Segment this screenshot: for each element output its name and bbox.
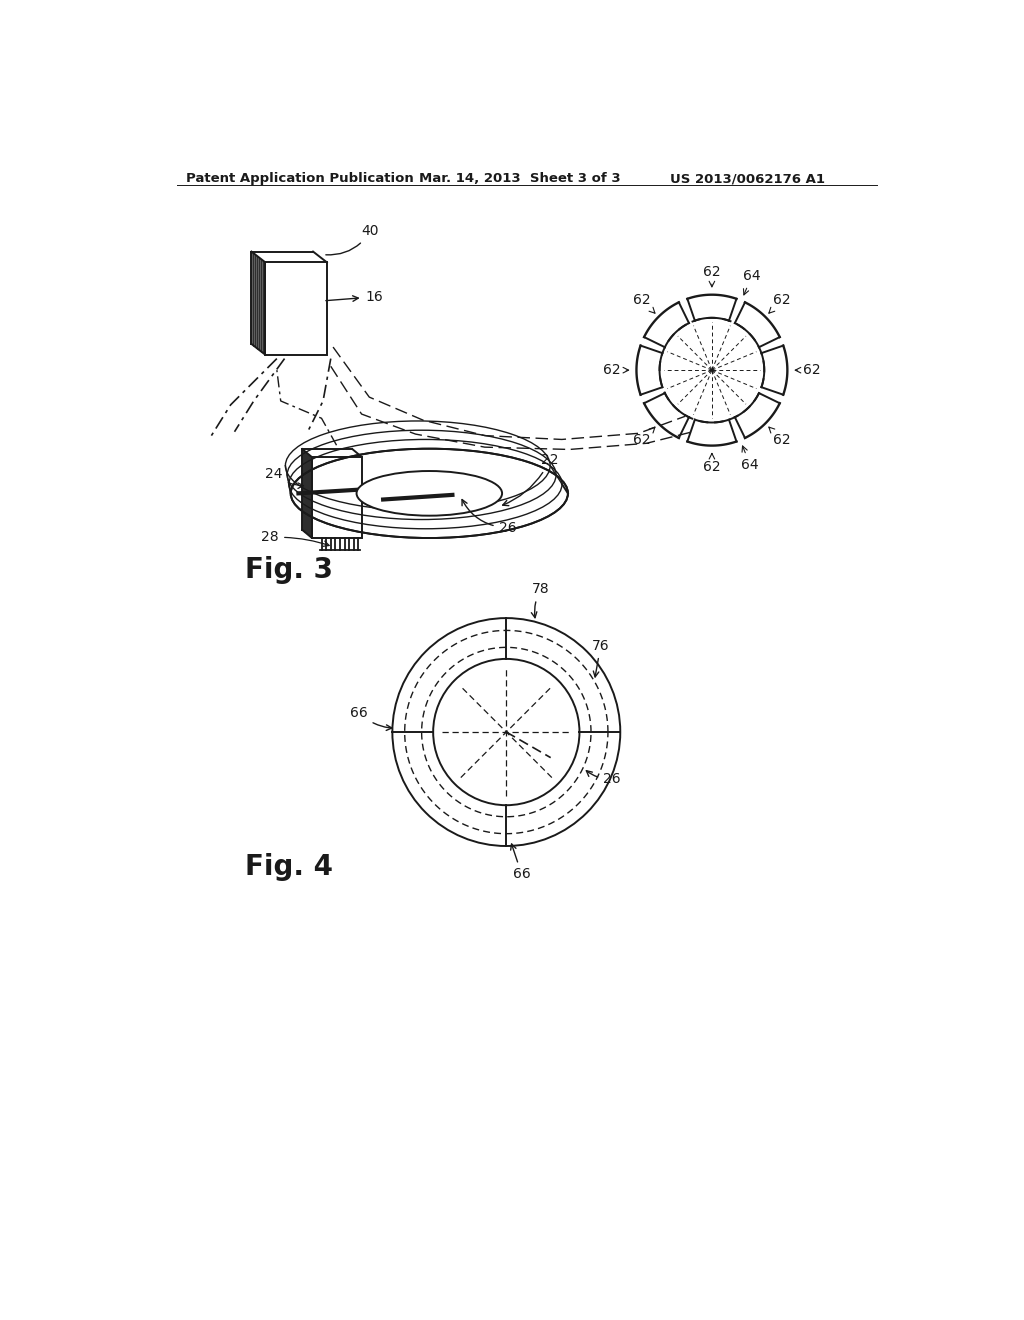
Text: 78: 78 xyxy=(531,582,550,618)
Text: 22: 22 xyxy=(503,453,558,506)
Text: 16: 16 xyxy=(326,290,383,304)
Text: 62: 62 xyxy=(769,428,791,447)
Text: 26: 26 xyxy=(587,771,621,787)
Text: 62: 62 xyxy=(796,363,821,378)
Text: 62: 62 xyxy=(769,293,791,313)
Text: 66: 66 xyxy=(511,843,530,882)
Text: 76: 76 xyxy=(592,639,609,677)
Text: 62: 62 xyxy=(634,293,655,313)
Text: 62: 62 xyxy=(703,264,721,286)
Text: 24: 24 xyxy=(265,467,303,488)
Text: 62: 62 xyxy=(703,454,721,474)
Text: Mar. 14, 2013  Sheet 3 of 3: Mar. 14, 2013 Sheet 3 of 3 xyxy=(419,173,621,185)
Text: 62: 62 xyxy=(634,428,655,447)
Text: 66: 66 xyxy=(350,706,392,730)
Text: 62: 62 xyxy=(603,363,629,378)
Text: 28: 28 xyxy=(261,531,329,546)
Text: Fig. 3: Fig. 3 xyxy=(245,557,333,585)
Ellipse shape xyxy=(356,471,502,516)
Text: Patent Application Publication: Patent Application Publication xyxy=(186,173,414,185)
Text: Fig. 4: Fig. 4 xyxy=(245,853,333,880)
Text: 40: 40 xyxy=(326,224,379,255)
Text: 64: 64 xyxy=(743,269,761,294)
Text: 64: 64 xyxy=(741,446,759,473)
Text: 26: 26 xyxy=(462,499,516,535)
Text: US 2013/0062176 A1: US 2013/0062176 A1 xyxy=(670,173,824,185)
